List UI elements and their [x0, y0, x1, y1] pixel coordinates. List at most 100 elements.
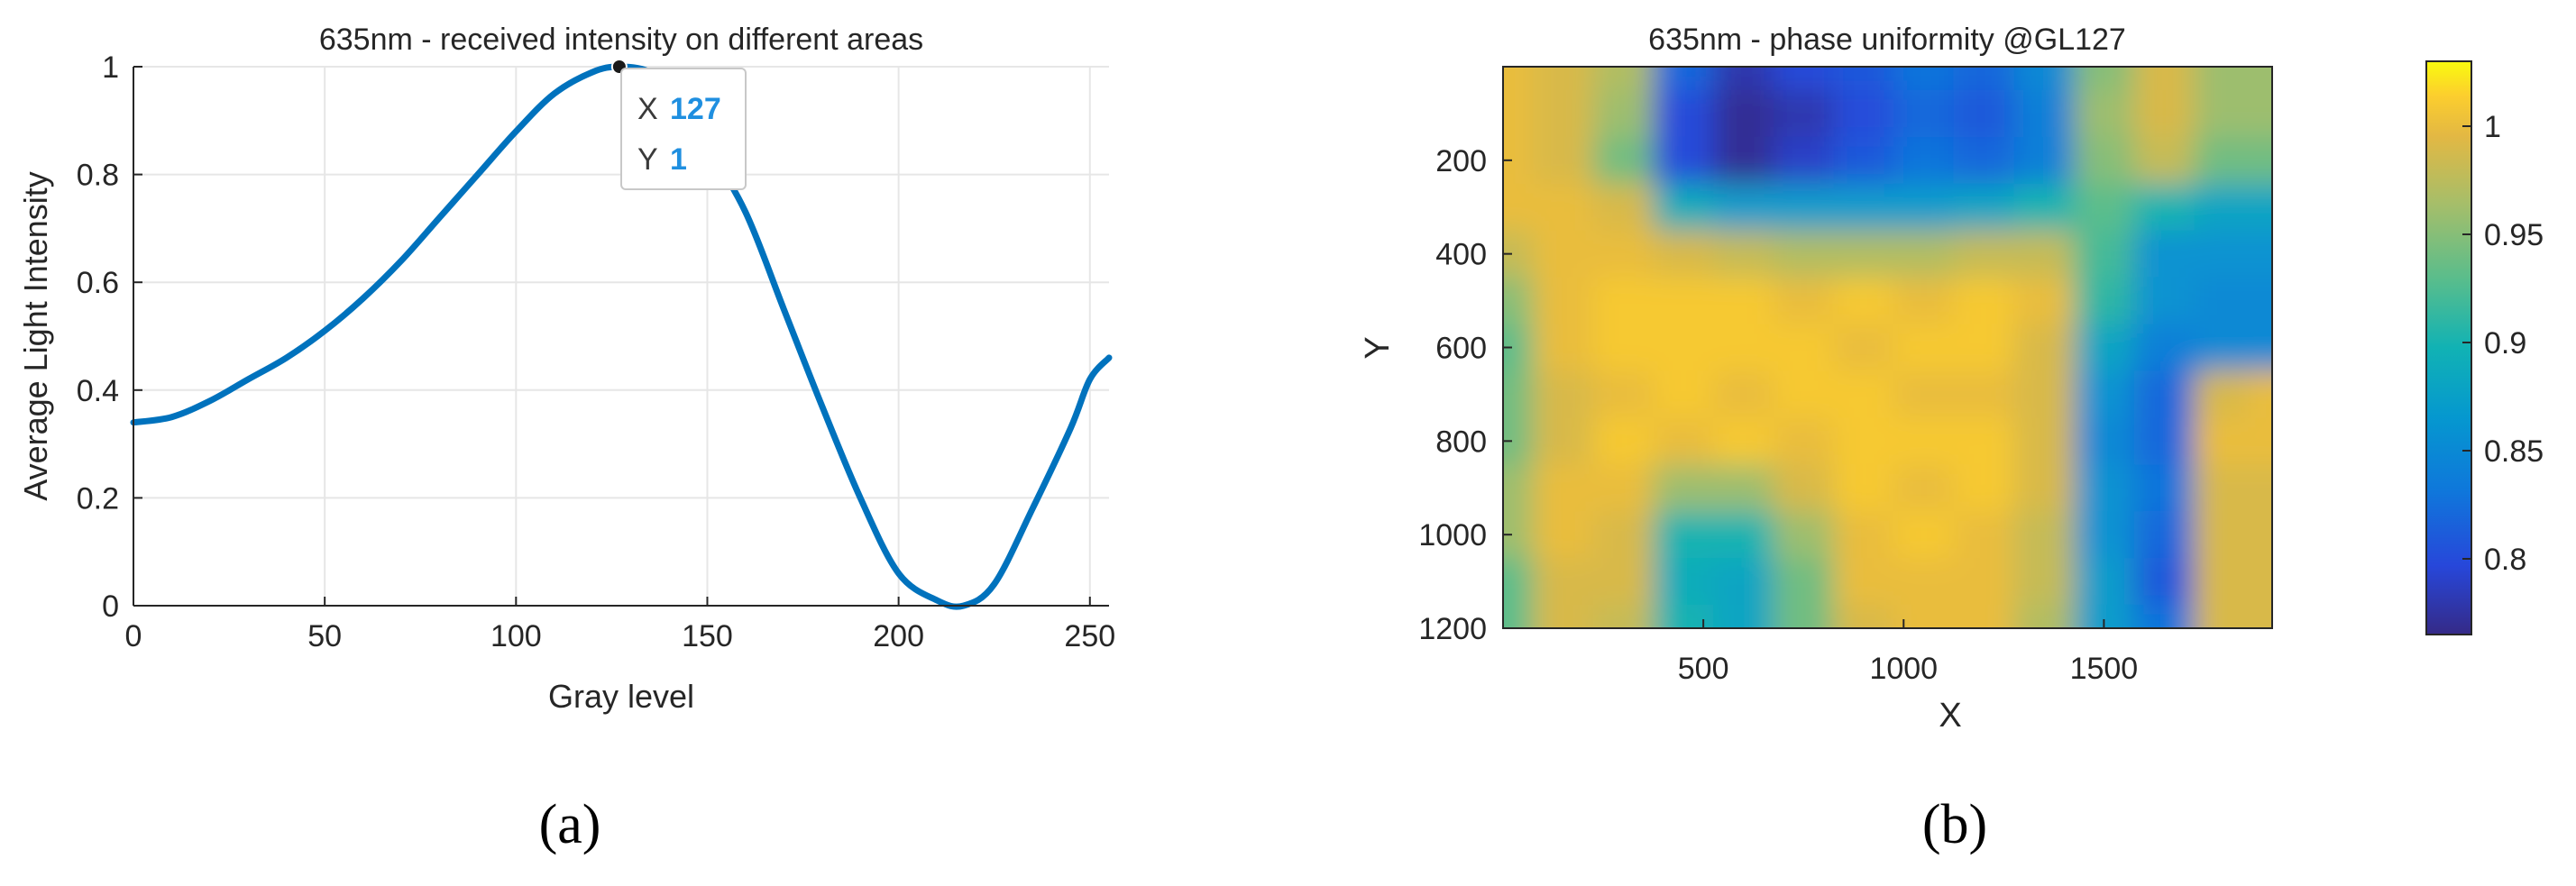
y-tick-label: 200	[1435, 144, 1487, 178]
heatmap-cell	[1953, 89, 2015, 138]
heatmap-cell	[2194, 558, 2250, 607]
heatmap-cell	[1533, 417, 1594, 466]
heatmap-cell	[2248, 136, 2272, 185]
heatmap-cell	[2013, 136, 2076, 185]
heatmap-cell	[1533, 67, 1594, 91]
heatmap-cell	[2194, 89, 2250, 138]
heatmap-cell	[1533, 605, 1594, 628]
heatmap-cell	[2248, 464, 2272, 513]
heatmap-cell	[1893, 136, 1955, 185]
colorbar-tick-label: 0.8	[2484, 543, 2526, 577]
heatmap-cell	[1592, 605, 1655, 628]
heatmap-cell	[2074, 558, 2135, 607]
heatmap-cell	[2074, 370, 2135, 419]
heatmap-cell	[2133, 230, 2196, 279]
heatmap-cell	[1773, 136, 1835, 185]
y-tick-label: 0	[102, 589, 119, 624]
heatmap-cell	[1893, 417, 1955, 466]
x-tick-label: 50	[307, 619, 342, 653]
heatmap-cell	[1592, 230, 1655, 279]
heatmap-cell	[2248, 183, 2272, 232]
heatmap-cell	[2133, 89, 2196, 138]
y-tick-label: 1200	[1418, 612, 1487, 646]
heatmap-cell	[2248, 277, 2272, 325]
heatmap-cell	[1773, 183, 1835, 232]
heatmap-cell	[2194, 370, 2250, 419]
heatmap-cell	[1953, 324, 2015, 372]
line-chart-panel: 0 50 100 150 200 250 0 0.2 0.4 0.6 0.8 1 635nm - r…	[17, 23, 1115, 855]
datatip-y-value: 1	[670, 142, 687, 177]
colorbar: 0.8 0.85 0.9 0.95 1	[2425, 60, 2544, 635]
heatmap-cell	[2194, 464, 2250, 513]
x-tick-label: 250	[1064, 619, 1115, 653]
heatmap-cell	[1833, 67, 1895, 91]
heatmap-cell	[1773, 230, 1835, 279]
heatmap-cell	[2194, 511, 2250, 560]
heatmap-cell	[2074, 136, 2135, 185]
datatip[interactable]: X 127 Y 1	[610, 59, 747, 190]
heatmap-cell	[1503, 464, 1535, 513]
y-tick-label: 0.4	[77, 374, 119, 408]
heatmap-cell	[1773, 370, 1835, 419]
heatmap-cell	[1592, 67, 1655, 91]
heatmap-cell	[2133, 277, 2196, 325]
heatmap-panel: 500 1000 1500 200 400 600 800 1000 1200 635nm -…	[1359, 23, 2544, 855]
heatmap-cell	[2013, 324, 2076, 372]
x-tick-label: 150	[682, 619, 733, 653]
heatmap-cell	[2013, 511, 2076, 560]
heatmap-cell	[1653, 417, 1715, 466]
heatmap-cell	[1893, 230, 1955, 279]
heatmap-cell	[1893, 89, 1955, 138]
heatmap-cell	[2194, 277, 2250, 325]
x-axis-ticks: 500 1000 1500	[1678, 619, 2138, 686]
heatmap-cell	[1713, 89, 1774, 138]
heatmap-cell	[1592, 89, 1655, 138]
y-tick-label: 600	[1435, 332, 1487, 366]
heatmap-cell	[1833, 324, 1895, 372]
heatmap-cell	[1833, 230, 1895, 279]
datatip-y-label: Y	[637, 142, 658, 177]
heatmap-cell	[1833, 277, 1895, 325]
heatmap-cell	[1893, 277, 1955, 325]
colorbar-tick-label: 0.9	[2484, 326, 2526, 361]
colorbar-gradient	[2425, 60, 2472, 635]
heatmap-cell	[1833, 89, 1895, 138]
heatmap-area	[1503, 67, 2272, 628]
heatmap-cell	[1653, 67, 1715, 91]
heatmap-cell	[2133, 183, 2196, 232]
heatmap-cell	[2133, 324, 2196, 372]
x-axis-ticks: 0 50 100 150 200 250	[125, 597, 1115, 653]
heatmap-cell	[1503, 277, 1535, 325]
heatmap-cell	[1713, 324, 1774, 372]
heatmap-cell	[2013, 370, 2076, 419]
y-tick-label: 1000	[1418, 518, 1487, 553]
heatmap-cell	[2133, 67, 2196, 91]
heatmap-cell	[2248, 417, 2272, 466]
heatmap-cell	[1503, 370, 1535, 419]
y-axis-ticks: 200 400 600 800 1000 1200	[1418, 144, 1512, 646]
heatmap-cell	[1713, 136, 1774, 185]
heatmap-cells	[1503, 67, 2272, 628]
heatmap-cell	[2013, 67, 2076, 91]
panel-label-a: (a)	[539, 794, 601, 855]
heatmap-cell	[1893, 558, 1955, 607]
heatmap-cell	[1653, 324, 1715, 372]
heatmap-cell	[1833, 183, 1895, 232]
heatmap-cell	[1653, 464, 1715, 513]
heatmap-cell	[1953, 136, 2015, 185]
heatmap-cell	[1953, 67, 2015, 91]
heatmap-cell	[1773, 324, 1835, 372]
heatmap-cell	[1893, 511, 1955, 560]
heatmap-cell	[2133, 511, 2196, 560]
heatmap-cell	[1533, 230, 1594, 279]
heatmap-cell	[1592, 324, 1655, 372]
x-tick-label: 500	[1678, 652, 1729, 686]
heatmap-cell	[1773, 511, 1835, 560]
heatmap-cell	[2133, 370, 2196, 419]
heatmap-cell	[1503, 183, 1535, 232]
heatmap-cell	[2248, 370, 2272, 419]
heatmap-cell	[1533, 558, 1594, 607]
heatmap-cell	[1713, 464, 1774, 513]
panel-label-b: (b)	[1922, 794, 1987, 855]
